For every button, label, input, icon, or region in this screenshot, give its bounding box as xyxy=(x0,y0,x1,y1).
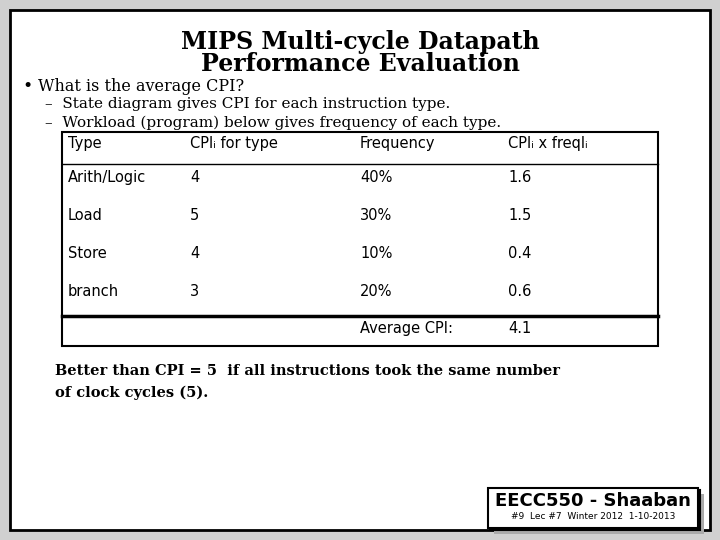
Text: Arith/Logic: Arith/Logic xyxy=(68,170,146,185)
Text: Performance Evaluation: Performance Evaluation xyxy=(201,52,519,76)
Text: 4: 4 xyxy=(190,170,199,185)
Bar xyxy=(62,132,658,346)
Text: 30%: 30% xyxy=(360,208,392,223)
Text: branch: branch xyxy=(68,284,119,299)
Text: EECC550 - Shaaban: EECC550 - Shaaban xyxy=(495,492,691,510)
Text: 1.5: 1.5 xyxy=(508,208,531,223)
Text: 20%: 20% xyxy=(360,284,392,299)
Text: Average CPI:: Average CPI: xyxy=(360,321,453,336)
Text: 5: 5 xyxy=(190,208,199,223)
Bar xyxy=(490,490,700,530)
Bar xyxy=(488,488,698,528)
Text: #9  Lec #7  Winter 2012  1-10-2013: #9 Lec #7 Winter 2012 1-10-2013 xyxy=(510,512,675,521)
Text: 0.6: 0.6 xyxy=(508,284,531,299)
Text: CPIᵢ x freqlᵢ: CPIᵢ x freqlᵢ xyxy=(508,136,588,151)
Text: CPIᵢ for type: CPIᵢ for type xyxy=(190,136,278,151)
Text: Store: Store xyxy=(68,246,107,261)
Text: 0.4: 0.4 xyxy=(508,246,531,261)
Text: –  Workload (program) below gives frequency of each type.: – Workload (program) below gives frequen… xyxy=(45,116,501,130)
Text: MIPS Multi-cycle Datapath: MIPS Multi-cycle Datapath xyxy=(181,30,539,54)
Text: –  State diagram gives CPI for each instruction type.: – State diagram gives CPI for each instr… xyxy=(45,97,450,111)
Text: 40%: 40% xyxy=(360,170,392,185)
Text: Type: Type xyxy=(68,136,102,151)
Text: Frequency: Frequency xyxy=(360,136,436,151)
Text: Load: Load xyxy=(68,208,103,223)
Text: 3: 3 xyxy=(190,284,199,299)
Text: 10%: 10% xyxy=(360,246,392,261)
Text: •: • xyxy=(22,78,32,95)
Text: 4.1: 4.1 xyxy=(508,321,531,336)
Text: of clock cycles (5).: of clock cycles (5). xyxy=(55,386,208,400)
Text: 1.6: 1.6 xyxy=(508,170,531,185)
Text: What is the average CPI?: What is the average CPI? xyxy=(38,78,244,95)
Text: 4: 4 xyxy=(190,246,199,261)
Text: Better than CPI = 5  if all instructions took the same number: Better than CPI = 5 if all instructions … xyxy=(55,364,560,378)
Bar xyxy=(494,494,704,534)
